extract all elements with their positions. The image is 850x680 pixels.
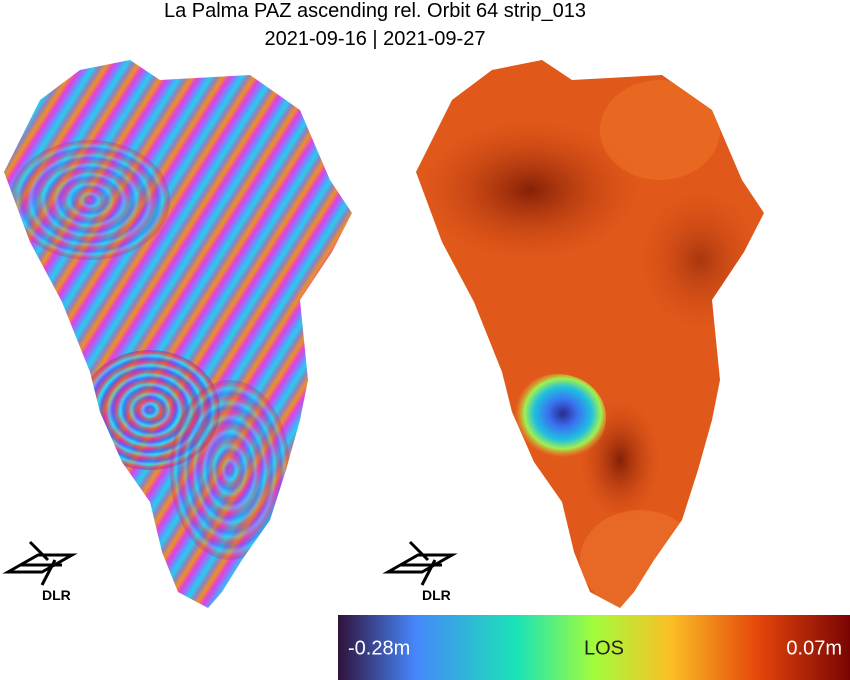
displacement-map: [416, 60, 764, 608]
colorbar-max: 0.07m: [786, 637, 842, 659]
colorbar: -0.28m LOS 0.07m: [338, 615, 850, 680]
colorbar-label: LOS: [584, 637, 624, 659]
dlr-logo: [382, 540, 458, 586]
subtitle: 2021-09-16 | 2021-09-27: [265, 28, 486, 50]
title: La Palma PAZ ascending rel. Orbit 64 str…: [164, 0, 586, 22]
logo-text: DLR: [422, 587, 451, 603]
colorbar-gradient: [338, 615, 850, 680]
colorbar-min: -0.28m: [348, 637, 410, 659]
interferogram: [4, 60, 352, 608]
dlr-logo: [2, 540, 78, 586]
logo-text: DLR: [42, 587, 71, 603]
